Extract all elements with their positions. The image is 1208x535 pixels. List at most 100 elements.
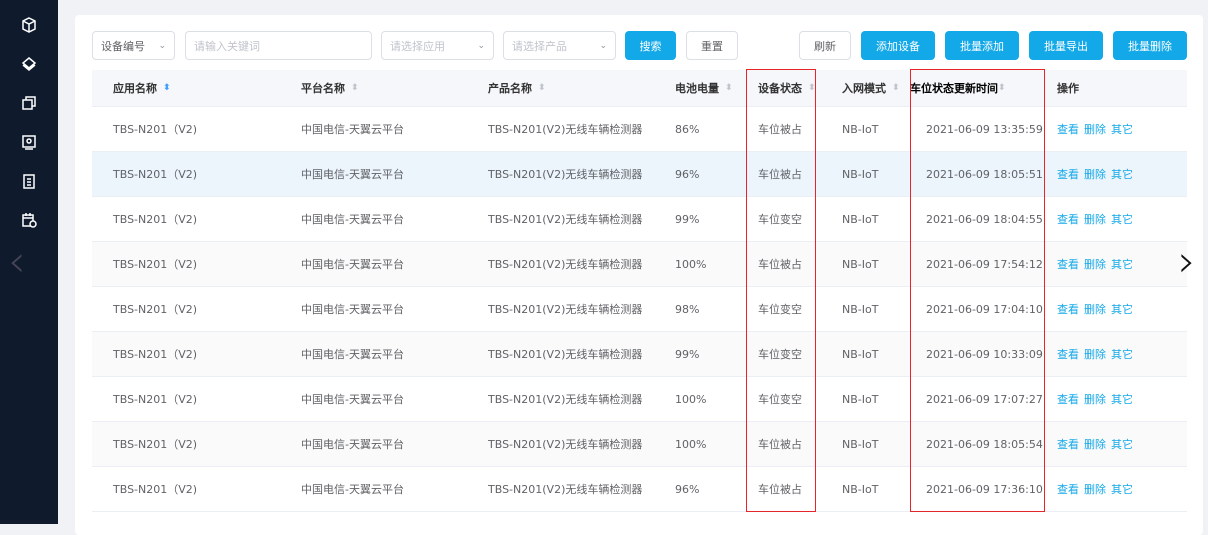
more-link[interactable]: 其它 <box>1111 168 1133 181</box>
cell-status: 车位被占 <box>758 258 802 271</box>
cell-time: 2021-06-09 10:33:09 <box>926 347 1043 361</box>
sort-icon[interactable]: ⬍ <box>892 83 900 93</box>
sort-icon[interactable]: ⬍ <box>163 83 171 93</box>
cube-icon[interactable] <box>20 16 38 34</box>
batch-export-button[interactable]: 批量导出 <box>1029 31 1103 60</box>
header-update-time[interactable]: 车位状态更新时间 ⬍ <box>910 70 1006 106</box>
cell-status: 车位变空 <box>758 303 802 316</box>
sort-icon[interactable]: ⬍ <box>808 83 816 93</box>
cell-platform: 中国电信-天翼云平台 <box>301 393 404 406</box>
more-link[interactable]: 其它 <box>1111 213 1133 226</box>
view-link[interactable]: 查看 <box>1057 168 1079 181</box>
view-link[interactable]: 查看 <box>1057 438 1079 451</box>
cell-status: 车位变空 <box>758 348 802 361</box>
cell-product: TBS-N201(V2)无线车辆检测器 <box>488 348 643 361</box>
app-placeholder: 请选择应用 <box>390 39 445 53</box>
table-row[interactable]: TBS-N201（V2) 中国电信-天翼云平台 TBS-N201(V2)无线车辆检测… <box>92 107 1187 152</box>
batch-add-button[interactable]: 批量添加 <box>945 31 1019 60</box>
cell-product: TBS-N201(V2)无线车辆检测器 <box>488 213 643 226</box>
more-link[interactable]: 其它 <box>1111 438 1133 451</box>
prev-arrow-icon[interactable]: ‹ <box>8 236 26 287</box>
view-link[interactable]: 查看 <box>1057 258 1079 271</box>
header-network[interactable]: 入网模式 ⬍ <box>842 70 900 106</box>
header-label: 入网模式 <box>842 82 886 95</box>
cell-actions: 查看 删除 其它 <box>1057 152 1138 196</box>
delete-link[interactable]: 删除 <box>1084 168 1106 181</box>
header-label: 操作 <box>1057 82 1079 95</box>
more-link[interactable]: 其它 <box>1111 258 1133 271</box>
view-link[interactable]: 查看 <box>1057 123 1079 136</box>
sort-icon[interactable]: ⬍ <box>538 83 546 93</box>
batch-delete-button[interactable]: 批量删除 <box>1113 31 1187 60</box>
field-select[interactable]: 设备编号 ⌄ <box>92 31 175 60</box>
cell-app: TBS-N201（V2) <box>113 483 198 496</box>
cell-product: TBS-N201(V2)无线车辆检测器 <box>488 258 643 271</box>
header-platform[interactable]: 平台名称 ⬍ <box>301 70 359 106</box>
clipboard-icon[interactable] <box>20 172 38 190</box>
delete-link[interactable]: 删除 <box>1084 258 1106 271</box>
view-link[interactable]: 查看 <box>1057 393 1079 406</box>
view-link[interactable]: 查看 <box>1057 303 1079 316</box>
sort-icon[interactable]: ⬍ <box>998 83 1006 93</box>
keyword-placeholder: 请输入关键词 <box>194 39 260 53</box>
more-link[interactable]: 其它 <box>1111 393 1133 406</box>
calendar-clock-icon[interactable] <box>20 211 38 229</box>
header-status[interactable]: 设备状态 ⬍ <box>758 70 816 106</box>
cell-platform: 中国电信-天翼云平台 <box>301 438 404 451</box>
delete-link[interactable]: 删除 <box>1084 348 1106 361</box>
table-row[interactable]: TBS-N201（V2) 中国电信-天翼云平台 TBS-N201(V2)无线车辆检测… <box>92 377 1187 422</box>
table-row[interactable]: TBS-N201（V2) 中国电信-天翼云平台 TBS-N201(V2)无线车辆检测… <box>92 242 1187 287</box>
refresh-button[interactable]: 刷新 <box>799 31 851 60</box>
delete-link[interactable]: 删除 <box>1084 123 1106 136</box>
product-select[interactable]: 请选择产品 ⌄ <box>503 31 616 60</box>
cell-app: TBS-N201（V2) <box>113 258 198 271</box>
table-row[interactable]: TBS-N201（V2) 中国电信-天翼云平台 TBS-N201(V2)无线车辆检测… <box>92 287 1187 332</box>
view-link[interactable]: 查看 <box>1057 213 1079 226</box>
cell-app: TBS-N201（V2) <box>113 213 198 226</box>
cell-battery: 100% <box>675 392 707 406</box>
delete-link[interactable]: 删除 <box>1084 393 1106 406</box>
table-row[interactable]: TBS-N201（V2) 中国电信-天翼云平台 TBS-N201(V2)无线车辆检测… <box>92 197 1187 242</box>
view-link[interactable]: 查看 <box>1057 483 1079 496</box>
more-link[interactable]: 其它 <box>1111 348 1133 361</box>
delete-link[interactable]: 删除 <box>1084 483 1106 496</box>
table-row[interactable]: TBS-N201（V2) 中国电信-天翼云平台 TBS-N201(V2)无线车辆检测… <box>92 467 1187 512</box>
cell-network: NB-IoT <box>842 302 879 316</box>
cell-battery: 100% <box>675 437 707 451</box>
header-app[interactable]: 应用名称 ⬍ <box>113 70 171 106</box>
header-label: 车位状态更新时间 <box>910 82 998 95</box>
header-battery[interactable]: 电池电量 ⬍ <box>675 70 733 106</box>
cell-time: 2021-06-09 18:04:55 <box>926 212 1043 226</box>
cell-battery: 100% <box>675 257 707 271</box>
cell-product: TBS-N201(V2)无线车辆检测器 <box>488 303 643 316</box>
table-row[interactable]: TBS-N201（V2) 中国电信-天翼云平台 TBS-N201(V2)无线车辆检测… <box>92 152 1187 197</box>
more-link[interactable]: 其它 <box>1111 483 1133 496</box>
more-link[interactable]: 其它 <box>1111 123 1133 136</box>
cell-platform: 中国电信-天翼云平台 <box>301 303 404 316</box>
next-arrow-icon[interactable]: › <box>1178 236 1196 287</box>
delete-link[interactable]: 删除 <box>1084 213 1106 226</box>
monitor-icon[interactable] <box>20 133 38 151</box>
cell-actions: 查看 删除 其它 <box>1057 467 1138 511</box>
cell-network: NB-IoT <box>842 437 879 451</box>
cell-app: TBS-N201（V2) <box>113 168 198 181</box>
layers-icon[interactable] <box>20 55 38 73</box>
sort-icon[interactable]: ⬍ <box>725 83 733 93</box>
keyword-input[interactable]: 请输入关键词 <box>185 31 372 60</box>
copy-icon[interactable] <box>20 94 38 112</box>
delete-link[interactable]: 删除 <box>1084 303 1106 316</box>
delete-link[interactable]: 删除 <box>1084 438 1106 451</box>
view-link[interactable]: 查看 <box>1057 348 1079 361</box>
table-row[interactable]: TBS-N201（V2) 中国电信-天翼云平台 TBS-N201(V2)无线车辆检测… <box>92 422 1187 467</box>
app-select[interactable]: 请选择应用 ⌄ <box>381 31 494 60</box>
header-label: 应用名称 <box>113 82 157 95</box>
reset-button[interactable]: 重置 <box>686 31 738 60</box>
cell-battery: 99% <box>675 212 700 226</box>
search-button[interactable]: 搜索 <box>625 31 676 60</box>
sort-icon[interactable]: ⬍ <box>351 83 359 93</box>
table-row[interactable]: TBS-N201（V2) 中国电信-天翼云平台 TBS-N201(V2)无线车辆检测… <box>92 332 1187 377</box>
header-product[interactable]: 产品名称 ⬍ <box>488 70 546 106</box>
add-device-button[interactable]: 添加设备 <box>861 31 935 60</box>
cell-product: TBS-N201(V2)无线车辆检测器 <box>488 438 643 451</box>
more-link[interactable]: 其它 <box>1111 303 1133 316</box>
